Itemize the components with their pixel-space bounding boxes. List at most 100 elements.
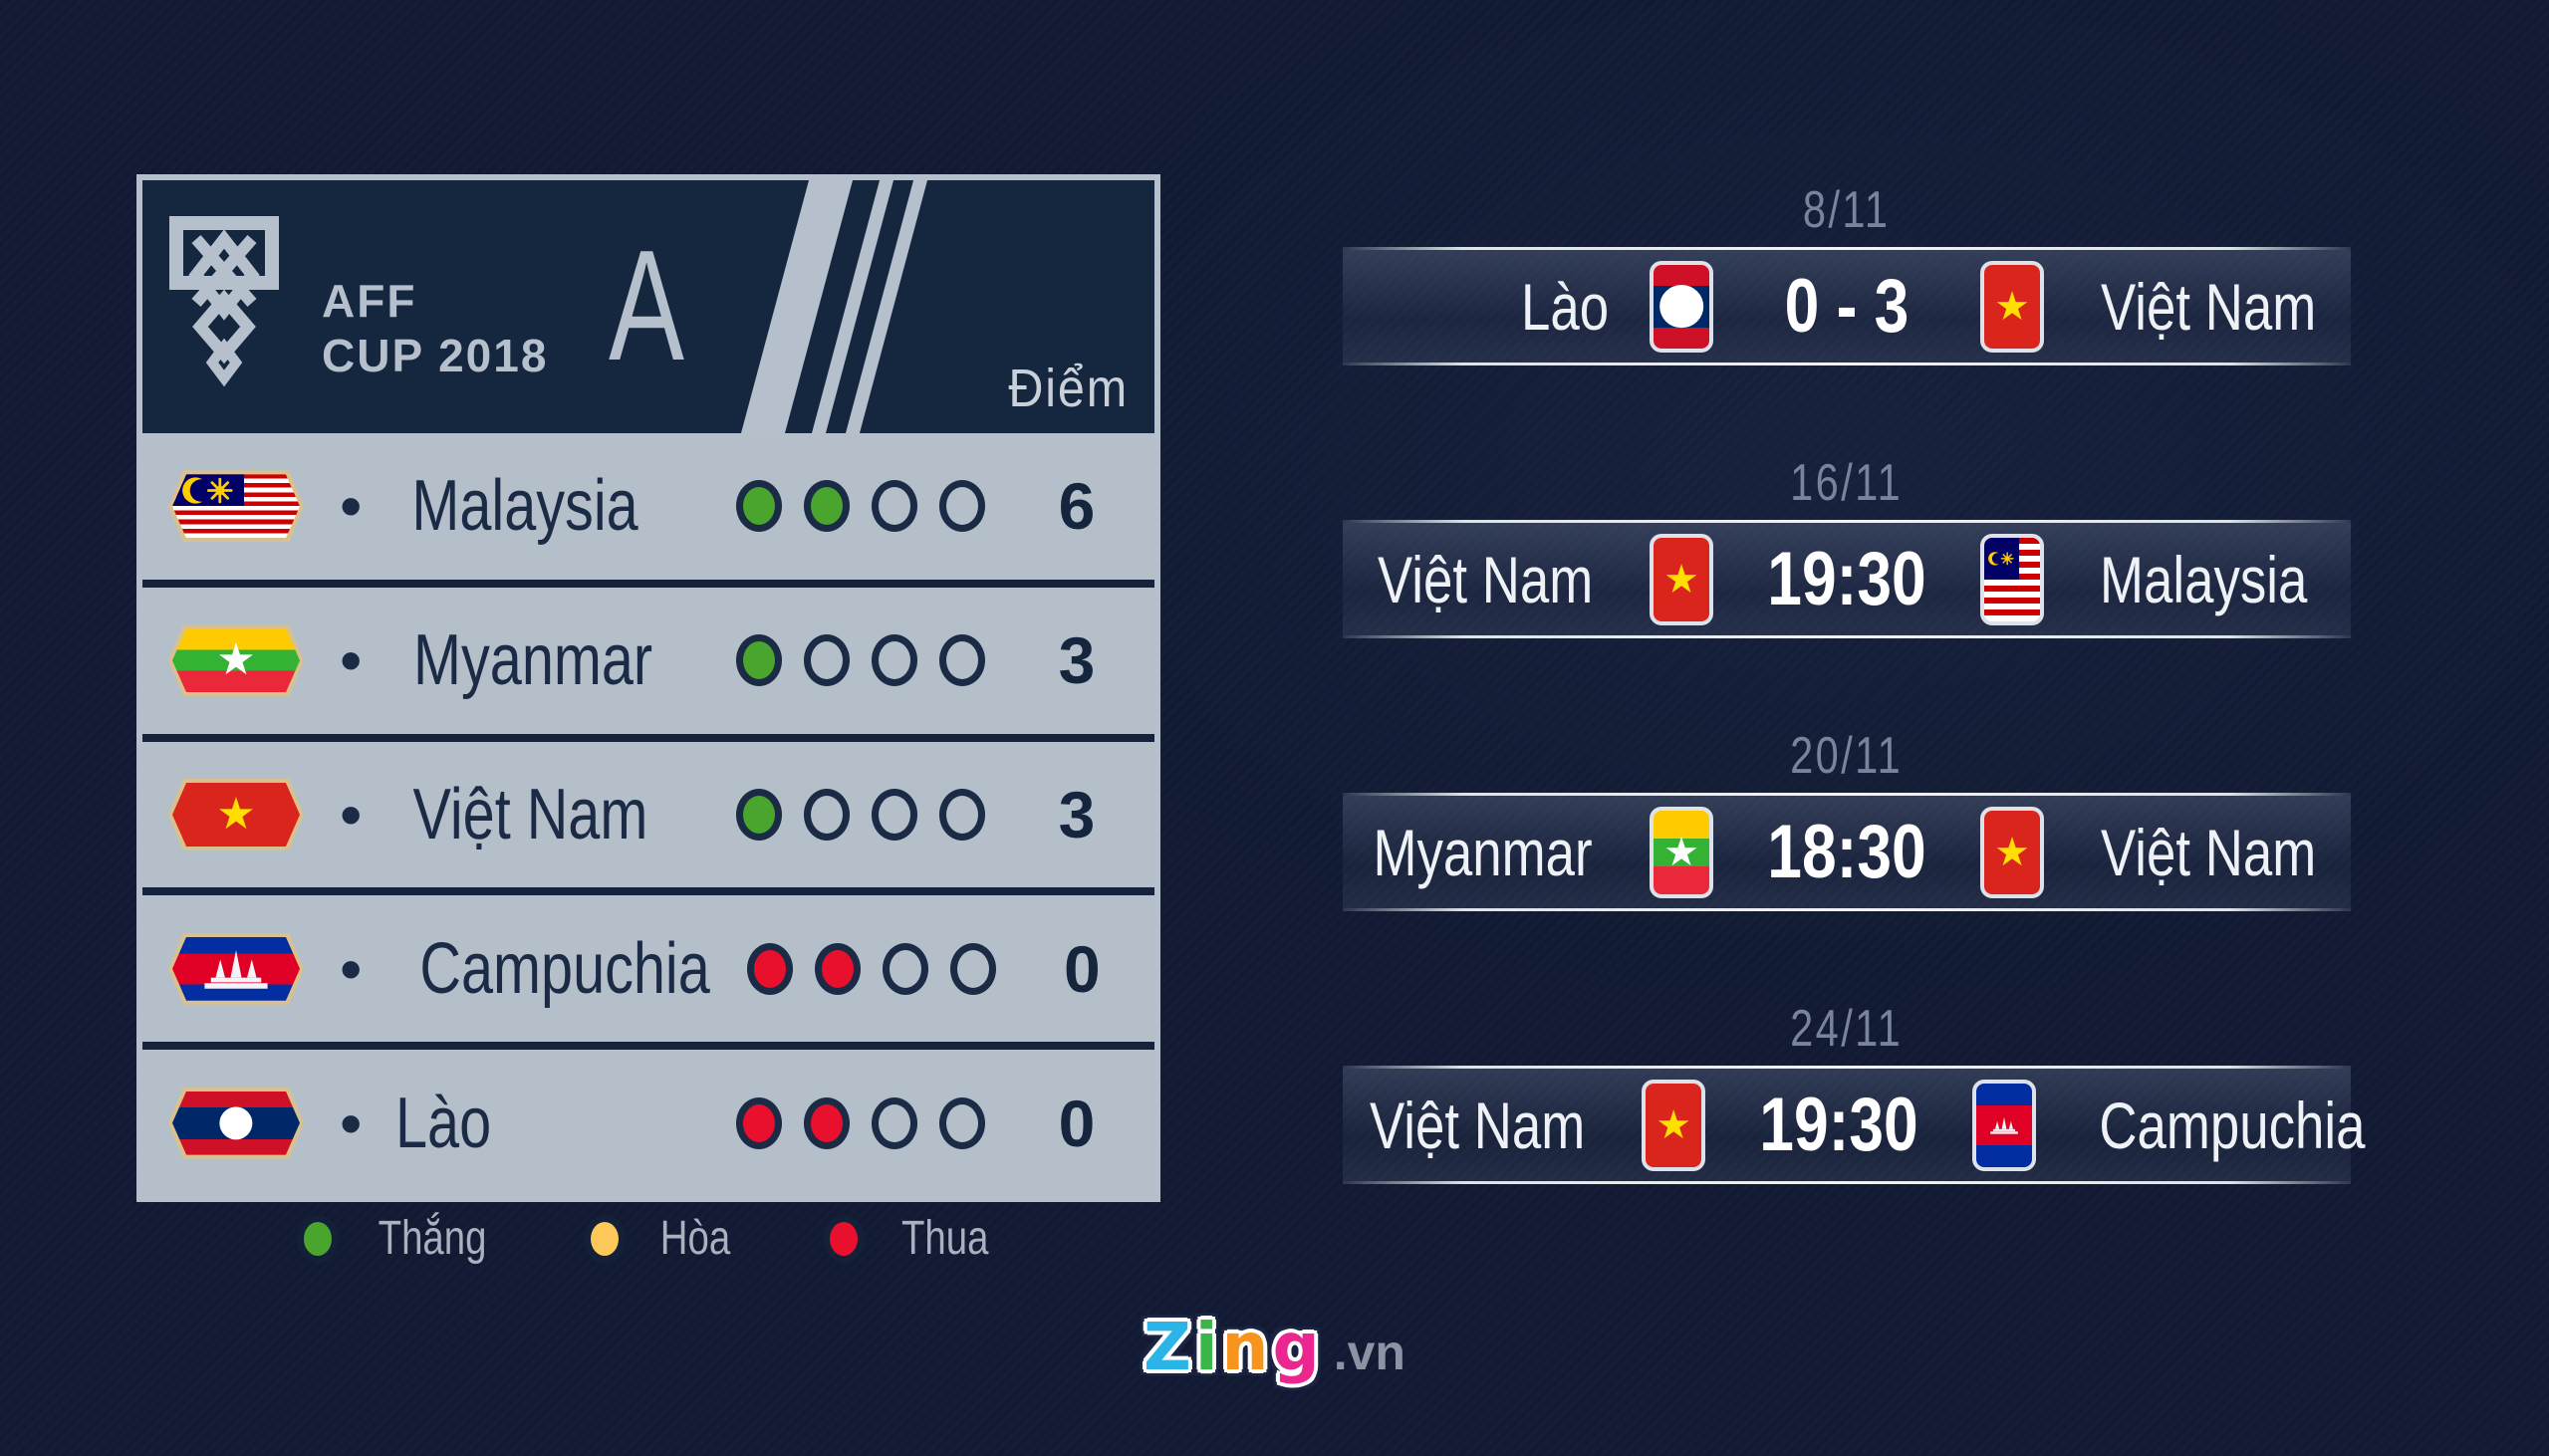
- fixture-match: Myanmar ★ 18:30 ★ Việt Nam: [1343, 793, 2351, 911]
- table-row-malaysia: • Malaysia 6: [142, 433, 1154, 580]
- standings-header: AFF CUP 2018 A Điểm: [142, 180, 1154, 433]
- result-dot-empty: [872, 480, 917, 533]
- fixture-vietnam-malaysia: 16/11 Việt Nam ★ 19:30 Malay: [1343, 422, 2351, 695]
- bullet: •: [340, 778, 363, 850]
- home-side: Lào: [1343, 260, 1713, 353]
- home-team-name: Việt Nam: [1370, 1088, 1586, 1162]
- fixtures-list: 8/11 Lào 0 - 3 ★ Việt Nam 16/11 Việt Nam…: [1343, 149, 2366, 1241]
- results-legend: Thắng Hòa Thua: [136, 1211, 1160, 1266]
- result-dots: [736, 634, 985, 687]
- points-value: 3: [1058, 623, 1096, 698]
- result-dot-win: [736, 788, 782, 841]
- fixture-date: 16/11: [1790, 454, 1904, 512]
- away-side: ★ Việt Nam: [1980, 260, 2351, 353]
- flag-laos-icon: [168, 1087, 304, 1159]
- standings-rows: • Malaysia 6 ★ • Myanmar 3 ★ • Việt Nam: [142, 433, 1154, 1196]
- flag-cambodia-icon: [1972, 1079, 2037, 1171]
- team-name: Lào: [395, 1083, 492, 1163]
- away-team-name: Việt Nam: [2101, 269, 2317, 344]
- result-dot-lose: [804, 1096, 850, 1149]
- result-dot-lose: [746, 942, 793, 995]
- away-side: Campuchia: [1972, 1079, 2399, 1171]
- result-dot-empty: [939, 634, 985, 687]
- legend-item-lose: Thua: [823, 1211, 999, 1266]
- fixture-laos-vietnam: 8/11 Lào 0 - 3 ★ Việt Nam: [1343, 149, 2351, 422]
- legend-label: Hòa: [660, 1212, 731, 1265]
- zing-logo: Z i n g .vn: [0, 1315, 2549, 1381]
- away-team-name: Campuchia: [2099, 1088, 2366, 1162]
- team-name: Campuchia: [419, 928, 711, 1009]
- result-dots: [736, 788, 985, 841]
- points-column-header: Điểm: [1008, 359, 1129, 418]
- result-dot-lose: [736, 1096, 782, 1149]
- result-dot-win: [736, 634, 782, 687]
- fixture-vietnam-cambodia: 24/11 Việt Nam ★ 19:30 Campuchia: [1343, 968, 2366, 1241]
- result-dot-empty: [949, 942, 996, 995]
- match-time: 18:30: [1767, 810, 1926, 894]
- aff-cup-logo-icon: [169, 216, 279, 387]
- flag-vietnam-icon: ★: [1642, 1079, 1706, 1171]
- match-glow: [1343, 523, 2351, 635]
- team-name: Việt Nam: [412, 774, 648, 854]
- zing-letter-z: Z: [1144, 1309, 1191, 1385]
- points-value: 0: [1063, 931, 1101, 1006]
- result-dot-empty: [939, 1096, 985, 1149]
- flag-malaysia-icon: [168, 470, 304, 543]
- legend-label: Thắng: [378, 1212, 487, 1265]
- team-name: Malaysia: [411, 466, 639, 547]
- result-dot-lose: [814, 942, 861, 995]
- fixture-myanmar-vietnam: 20/11 Myanmar ★ 18:30 ★ Việt Nam: [1343, 695, 2351, 968]
- result-dot-empty: [872, 1096, 917, 1149]
- fixture-date: 8/11: [1803, 181, 1891, 239]
- flag-cambodia-icon: [168, 932, 304, 1005]
- zing-domain: .vn: [1333, 1325, 1405, 1380]
- zing-letter-i: i: [1194, 1309, 1218, 1385]
- result-dot-empty: [804, 788, 850, 841]
- home-side: Việt Nam ★: [1343, 1079, 1706, 1171]
- tournament-title-line2: CUP 2018: [322, 330, 549, 382]
- match-time: 19:30: [1767, 537, 1926, 621]
- tournament-title: AFF CUP 2018: [322, 274, 548, 383]
- result-dot-empty: [872, 634, 917, 687]
- zing-letter-n: n: [1221, 1309, 1269, 1385]
- standings-panel: AFF CUP 2018 A Điểm: [136, 174, 1160, 1202]
- flag-laos-icon: [1650, 260, 1713, 353]
- away-side: ★ Việt Nam: [1980, 806, 2351, 898]
- result-dot-win: [736, 480, 782, 533]
- match-time: 19:30: [1759, 1083, 1918, 1167]
- flag-myanmar-icon: ★: [1650, 806, 1713, 898]
- flag-vietnam-icon: ★: [168, 778, 304, 850]
- zing-letter-g: g: [1272, 1309, 1320, 1385]
- result-dots: [736, 480, 985, 533]
- flag-vietnam-icon: ★: [1980, 806, 2044, 898]
- legend-item-draw: Hòa: [584, 1211, 739, 1266]
- result-dots: [736, 1096, 985, 1149]
- home-team-name: Việt Nam: [1377, 542, 1593, 616]
- table-row-vietnam: ★ • Việt Nam 3: [142, 733, 1154, 888]
- table-row-myanmar: ★ • Myanmar 3: [142, 579, 1154, 734]
- fixture-match: Việt Nam ★ 19:30 Campuchia: [1343, 1066, 2366, 1184]
- result-dot-empty: [882, 942, 928, 995]
- bullet: •: [340, 932, 363, 1005]
- fixture-date: 20/11: [1790, 727, 1904, 785]
- team-name: Myanmar: [413, 620, 653, 701]
- match-glow: [1343, 1069, 2351, 1181]
- fixture-match: Lào 0 - 3 ★ Việt Nam: [1343, 247, 2351, 365]
- home-team-name: Myanmar: [1373, 815, 1593, 889]
- legend-label: Thua: [901, 1212, 989, 1265]
- result-dots: [746, 942, 996, 995]
- bullet: •: [340, 624, 363, 697]
- match-glow: [1343, 796, 2351, 908]
- table-row-cambodia: • Campuchia 0: [142, 887, 1154, 1042]
- tournament-title-line1: AFF: [322, 275, 417, 327]
- result-dot-empty: [939, 788, 985, 841]
- result-dot-win: [804, 480, 850, 533]
- bullet: •: [340, 1087, 363, 1159]
- result-dot-empty: [939, 480, 985, 533]
- away-side: Malaysia: [1980, 533, 2351, 625]
- fixture-date: 24/11: [1790, 1000, 1904, 1058]
- bullet: •: [340, 470, 363, 543]
- points-value: 0: [1058, 1086, 1096, 1160]
- home-side: Việt Nam ★: [1343, 533, 1713, 625]
- header-stripe: [732, 180, 862, 433]
